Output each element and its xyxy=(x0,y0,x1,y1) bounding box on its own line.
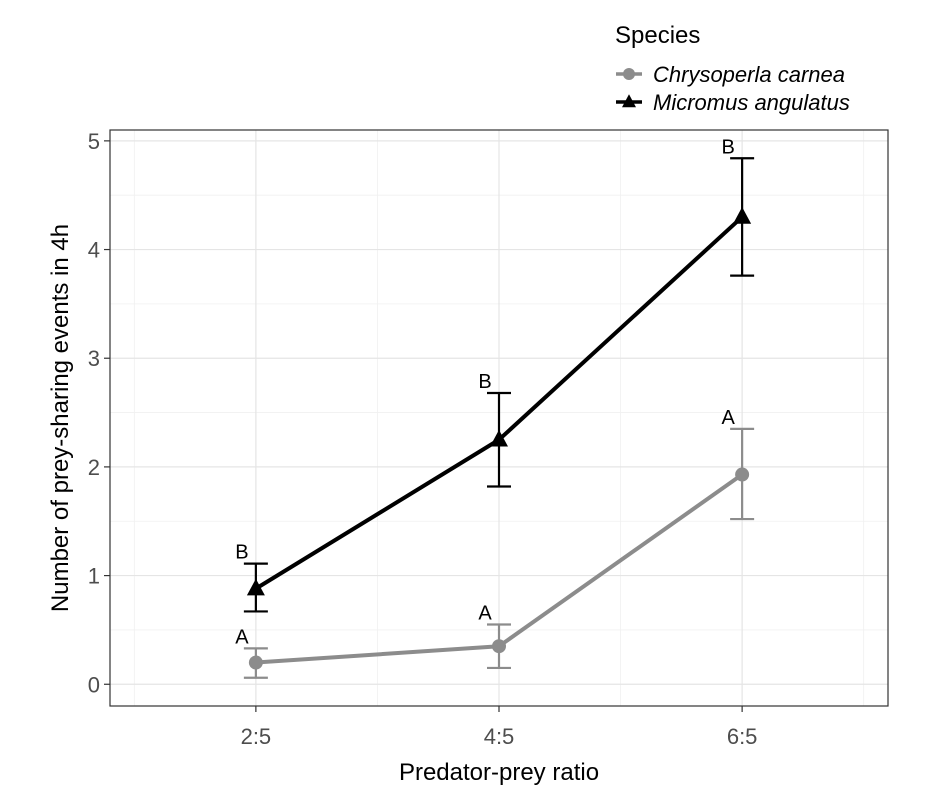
y-axis-title: Number of prey-sharing events in 4h xyxy=(47,224,74,612)
legend-title: Species xyxy=(615,22,700,49)
legend-items: Chrysoperla carnea Micromus angulatus xyxy=(616,62,850,115)
legend-item: Chrysoperla carnea xyxy=(616,62,845,87)
circle-marker xyxy=(248,655,263,670)
significance-label: A xyxy=(478,602,492,624)
legend-item: Micromus angulatus xyxy=(616,90,850,115)
significance-label: B xyxy=(235,542,248,564)
y-tick-label: 3 xyxy=(88,346,100,371)
x-tick-label: 6:5 xyxy=(727,724,758,749)
legend-label: Micromus angulatus xyxy=(653,90,850,115)
significance-label: B xyxy=(721,136,734,158)
significance-label: A xyxy=(235,626,249,648)
x-tick-label: 4:5 xyxy=(484,724,515,749)
legend: Species Chrysoperla carnea Micromus angul… xyxy=(615,22,850,115)
triangle-marker xyxy=(490,429,508,447)
y-tick-label: 0 xyxy=(88,672,100,697)
y-tick-label: 4 xyxy=(88,238,100,263)
circle-marker xyxy=(735,467,750,482)
y-tick-label: 1 xyxy=(88,564,100,589)
circle-marker xyxy=(492,639,506,654)
series-triangle: B B B xyxy=(235,136,755,613)
y-tick-label: 2 xyxy=(88,455,100,480)
legend-label: Chrysoperla carnea xyxy=(653,62,845,87)
triangle-marker xyxy=(246,578,265,596)
circle-marker xyxy=(623,68,635,80)
series-circle: A A A xyxy=(235,407,755,679)
triangle-marker xyxy=(622,94,636,108)
significance-label: B xyxy=(478,371,491,393)
y-tick-label: 5 xyxy=(88,129,100,154)
axes: 0 1 2 3 4 5 2:5 4:5 6:5 xyxy=(88,129,758,749)
x-tick-label: 2:5 xyxy=(241,724,272,749)
series-layer: A A A B B B xyxy=(235,136,755,679)
significance-label: A xyxy=(721,407,735,429)
triangle-marker xyxy=(733,207,752,224)
x-axis-title: Predator-prey ratio xyxy=(399,759,599,786)
